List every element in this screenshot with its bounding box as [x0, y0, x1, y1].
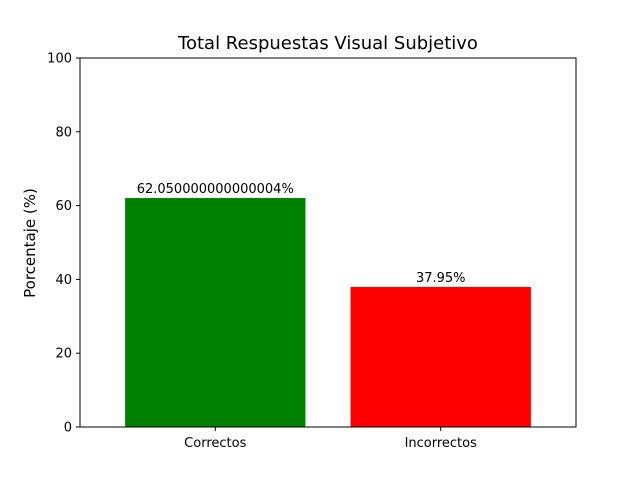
x-tick-label: Incorrectos — [405, 436, 478, 451]
chart-title: Total Respuestas Visual Subjetivo — [177, 33, 478, 54]
plot-frame — [79, 57, 577, 428]
bar-incorrectos — [350, 286, 531, 427]
y-tick-label: 60 — [55, 199, 72, 214]
bars — [125, 198, 531, 427]
y-axis-ticks: 0 20 40 60 80 100 — [47, 52, 80, 436]
y-axis-label: Porcentaje (%) — [21, 188, 39, 298]
bar-value-label: 37.95% — [416, 271, 466, 286]
y-tick-label: 80 — [55, 125, 72, 140]
x-tick-label: Correctos — [184, 436, 246, 451]
y-tick-label: 0 — [64, 421, 72, 436]
y-tick-label: 40 — [55, 273, 72, 288]
bar-correctos — [125, 198, 306, 427]
y-tick-label: 100 — [47, 52, 72, 67]
x-axis-ticks: Correctos Incorrectos — [184, 427, 477, 451]
bar-value-label: 62.050000000000004% — [137, 182, 294, 197]
data-labels: 62.050000000000004% 37.95% — [137, 182, 466, 286]
y-tick-label: 20 — [55, 347, 72, 362]
